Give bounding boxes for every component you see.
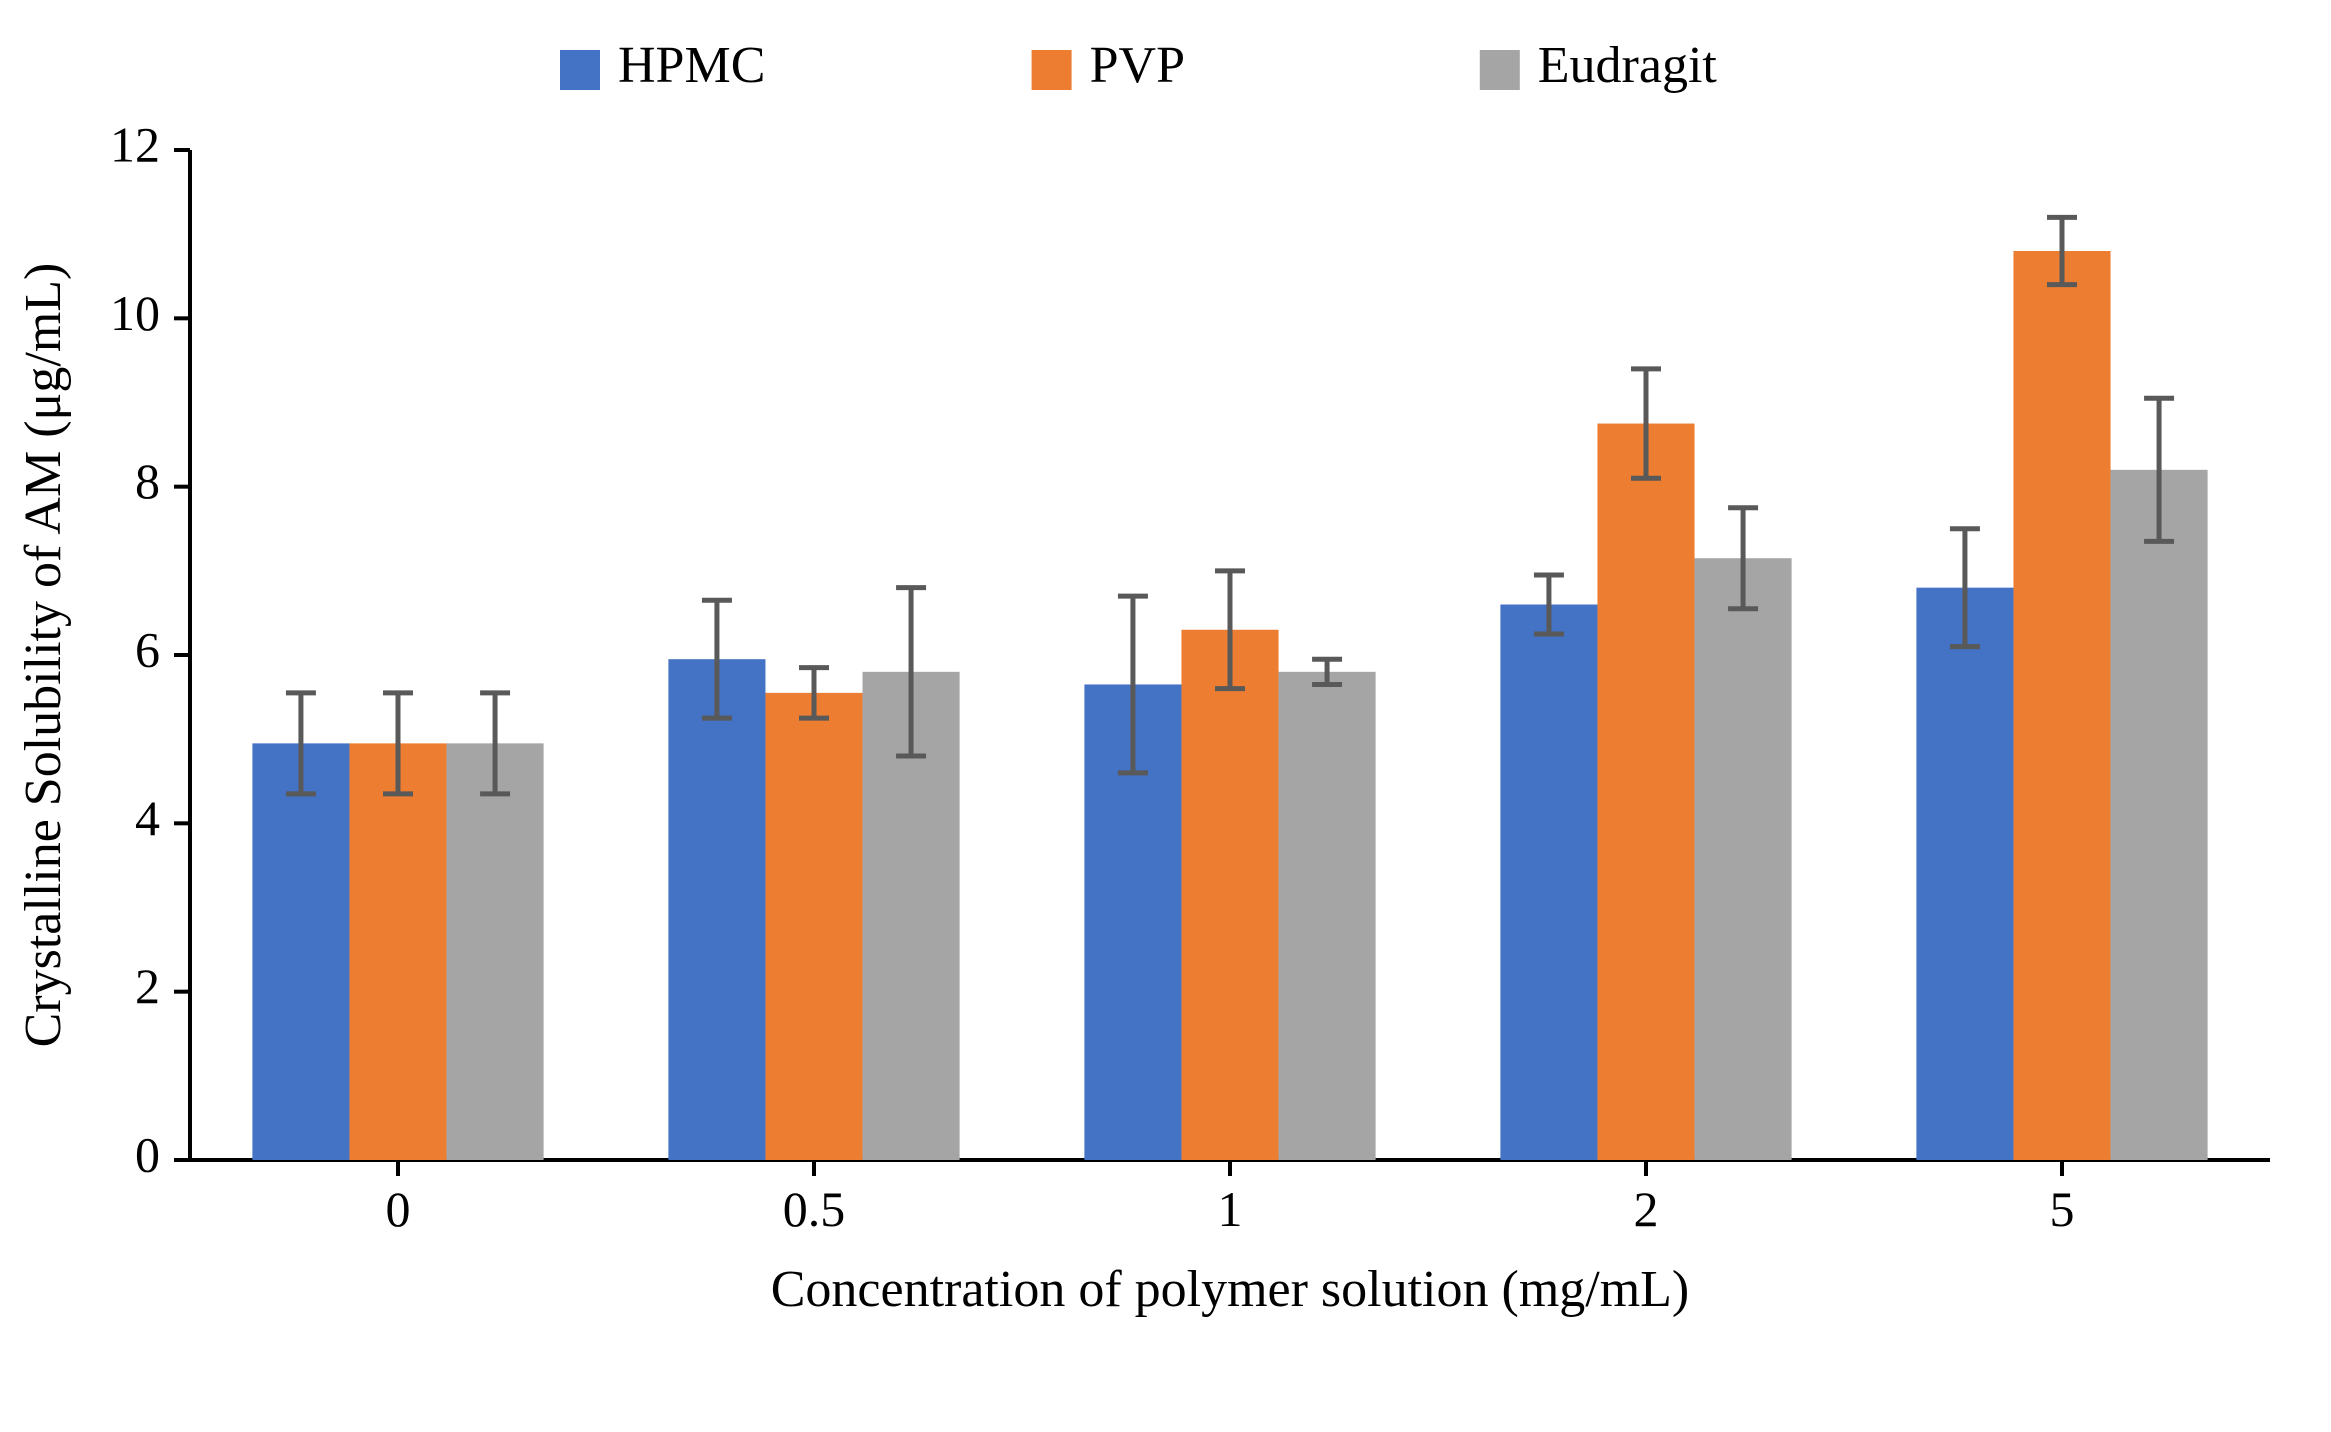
bar — [2111, 470, 2208, 1160]
legend-swatch — [1480, 50, 1520, 90]
x-tick-label: 1 — [1218, 1181, 1243, 1237]
y-tick-label: 6 — [135, 621, 160, 677]
bar — [447, 743, 544, 1160]
y-tick-label: 0 — [135, 1126, 160, 1182]
bar — [252, 743, 349, 1160]
y-tick-label: 10 — [110, 285, 160, 341]
x-tick-label: 0 — [386, 1181, 411, 1237]
bar — [1916, 588, 2013, 1160]
bar — [1695, 558, 1792, 1160]
legend-label: PVP — [1090, 37, 1185, 94]
solubility-bar-chart: 02468101200.5125Concentration of polymer… — [0, 0, 2331, 1432]
bar — [1181, 630, 1278, 1160]
x-axis-label: Concentration of polymer solution (mg/mL… — [771, 1261, 1690, 1318]
legend-label: HPMC — [618, 37, 765, 94]
bar — [1500, 605, 1597, 1161]
y-tick-label: 12 — [110, 116, 160, 172]
bar — [765, 693, 862, 1160]
bar — [2013, 251, 2110, 1160]
y-tick-label: 4 — [135, 790, 160, 846]
bar — [1597, 424, 1694, 1160]
y-tick-label: 2 — [135, 958, 160, 1014]
x-tick-label: 5 — [2050, 1181, 2075, 1237]
y-axis-label: Crystalline Solubility of AM (μg/mL) — [15, 263, 72, 1048]
bar — [668, 659, 765, 1160]
x-tick-label: 2 — [1634, 1181, 1659, 1237]
legend-swatch — [560, 50, 600, 90]
bar — [349, 743, 446, 1160]
legend-swatch — [1032, 50, 1072, 90]
legend-label: Eudragit — [1538, 37, 1718, 94]
chart-canvas: 02468101200.5125Concentration of polymer… — [0, 0, 2331, 1432]
y-tick-label: 8 — [135, 453, 160, 509]
bar — [1279, 672, 1376, 1160]
x-tick-label: 0.5 — [783, 1181, 846, 1237]
